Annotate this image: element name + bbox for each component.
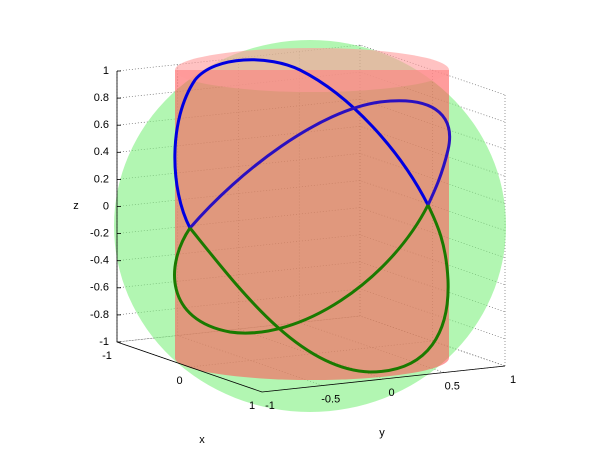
- z-tick-label: -1: [99, 336, 109, 348]
- axis-line: [116, 71, 506, 393]
- cylinder: [175, 70, 449, 380]
- curve-lower: [173, 204, 430, 335]
- z-tick-label: -0.2: [90, 228, 109, 240]
- axes: -1 -0.8 -0.6 -0.4 -0.2 0 0.2 0.4 0.6 0.8 1 -1 0 1 -1 -0…: [90, 65, 516, 412]
- z-tick-label: 0.8: [94, 92, 109, 104]
- z-tick-label: 0.6: [94, 119, 109, 131]
- cylinder-top: [175, 48, 449, 92]
- y-tick-label: 0: [388, 387, 394, 399]
- x-tick-label: -1: [102, 350, 112, 362]
- z-tick-label: 0: [103, 200, 109, 212]
- y-tick-label: -1: [265, 400, 275, 412]
- curve-lower: [188, 204, 450, 374]
- y-tick-label: 1: [510, 374, 516, 386]
- z-tick-label: -0.6: [90, 282, 109, 294]
- curve-upper: [173, 58, 430, 229]
- x-tick-label: 1: [249, 400, 255, 412]
- y-tick-label: -0.5: [321, 393, 340, 405]
- z-tick-label: -0.8: [90, 309, 109, 321]
- z-tick-label: 0.2: [94, 173, 109, 185]
- y-tick-label: 0.5: [445, 380, 460, 392]
- z-axis-label: z: [73, 200, 79, 212]
- z-tick-label: 0.4: [94, 146, 109, 158]
- z-tick-label: -0.4: [90, 255, 109, 267]
- x-tick-label: 0: [176, 375, 182, 387]
- z-tick-label: 1: [103, 65, 109, 77]
- curve-upper: [188, 99, 451, 229]
- x-axis-label: x: [199, 434, 205, 446]
- y-axis-label: y: [379, 427, 385, 439]
